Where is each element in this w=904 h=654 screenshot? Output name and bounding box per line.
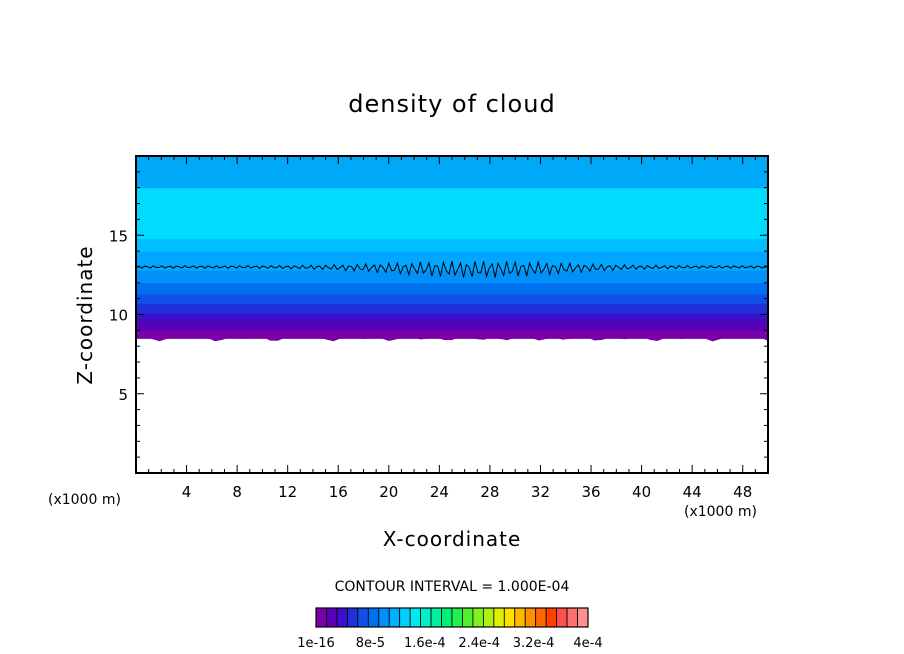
density-band-9 [136, 187, 768, 240]
colorbar-swatch [441, 607, 453, 628]
colorbar-label: 8e-5 [356, 636, 385, 651]
x-tick-label: 40 [632, 483, 651, 501]
contour-line [136, 260, 768, 279]
colorbar-label: 4e-4 [573, 636, 602, 651]
x-tick-label: 48 [733, 483, 752, 501]
colorbar-label: 1e-16 [297, 636, 335, 651]
colorbar-swatch [388, 607, 401, 628]
colorbar-swatch [566, 607, 578, 628]
y-tick-label: 15 [109, 227, 128, 245]
colorbar-label: 2.4e-4 [458, 636, 500, 651]
x-tick-label: 36 [581, 483, 600, 501]
x-tick-label: 16 [329, 483, 348, 501]
colorbar [315, 607, 589, 628]
colorbar-swatch [430, 607, 442, 628]
x-tick-label: 8 [232, 483, 242, 501]
colorbar-swatch [535, 607, 547, 628]
colorbar-label: 3.2e-4 [513, 636, 555, 651]
colorbar-swatch [409, 607, 422, 628]
colorbar-swatch [420, 607, 432, 628]
colorbar-swatch [357, 607, 369, 628]
colorbar-swatch [399, 607, 411, 628]
density-band-6 [136, 270, 768, 284]
x-unit-label-right: (x1000 m) [684, 504, 757, 520]
y-tick-label: 10 [109, 307, 128, 325]
colorbar-swatch [503, 607, 516, 628]
x-tick-label: 28 [480, 483, 499, 501]
x-tick-label: 44 [683, 483, 702, 501]
chart-title: density of cloud [348, 90, 555, 118]
colorbar-frame [315, 607, 589, 628]
colorbar-swatch [472, 607, 484, 628]
colorbar-swatch [378, 607, 390, 628]
density-band-4 [136, 293, 768, 305]
x-axis-title: X-coordinate [383, 527, 522, 551]
x-tick-label: 12 [278, 483, 297, 501]
colorbar-swatch [336, 607, 348, 628]
colorbar-swatch [514, 607, 526, 628]
density-band-5 [136, 282, 768, 295]
density-band-7 [136, 251, 768, 271]
density-band-1 [136, 320, 768, 331]
density-band-8 [136, 238, 768, 252]
y-tick-label: 5 [118, 386, 128, 404]
density-bands [136, 156, 768, 342]
colorbar-labels: 1e-16 8e-5 1.6e-4 2.4e-4 3.2e-4 4e-4 [297, 636, 602, 651]
x-tick-label: 24 [430, 483, 449, 501]
x-tick-label: 20 [379, 483, 398, 501]
colorbar-swatch [524, 607, 537, 628]
x-unit-label-left: (x1000 m) [48, 492, 121, 508]
x-tick-label: 4 [182, 483, 192, 501]
density-band-3 [136, 303, 768, 314]
colorbar-swatch [346, 607, 359, 628]
density-band-10 [136, 156, 768, 189]
colorbar-swatch [451, 607, 463, 628]
y-axis-ticks: 5 10 15 [109, 171, 768, 458]
contour-interval-text: CONTOUR INTERVAL = 1.000E-04 [335, 579, 570, 595]
colorbar-swatch [493, 607, 505, 628]
y-axis-title: Z-coordinate [73, 245, 97, 384]
colorbar-swatch [482, 607, 495, 628]
colorbar-swatch [556, 607, 568, 628]
x-axis-ticks: 4 8 12 16 20 24 28 32 36 40 44 48 [148, 156, 756, 501]
density-band-edge [136, 331, 768, 342]
colorbar-swatch [367, 607, 380, 628]
x-tick-label: 32 [531, 483, 550, 501]
contour-lines [136, 260, 768, 279]
colorbar-swatch [315, 607, 327, 628]
colorbar-label: 1.6e-4 [404, 636, 446, 651]
colorbar-swatch [545, 607, 558, 628]
density-band-2 [136, 312, 768, 322]
colorbar-swatch [577, 607, 589, 628]
colorbar-swatch [462, 607, 474, 628]
colorbar-swatch [326, 607, 338, 628]
